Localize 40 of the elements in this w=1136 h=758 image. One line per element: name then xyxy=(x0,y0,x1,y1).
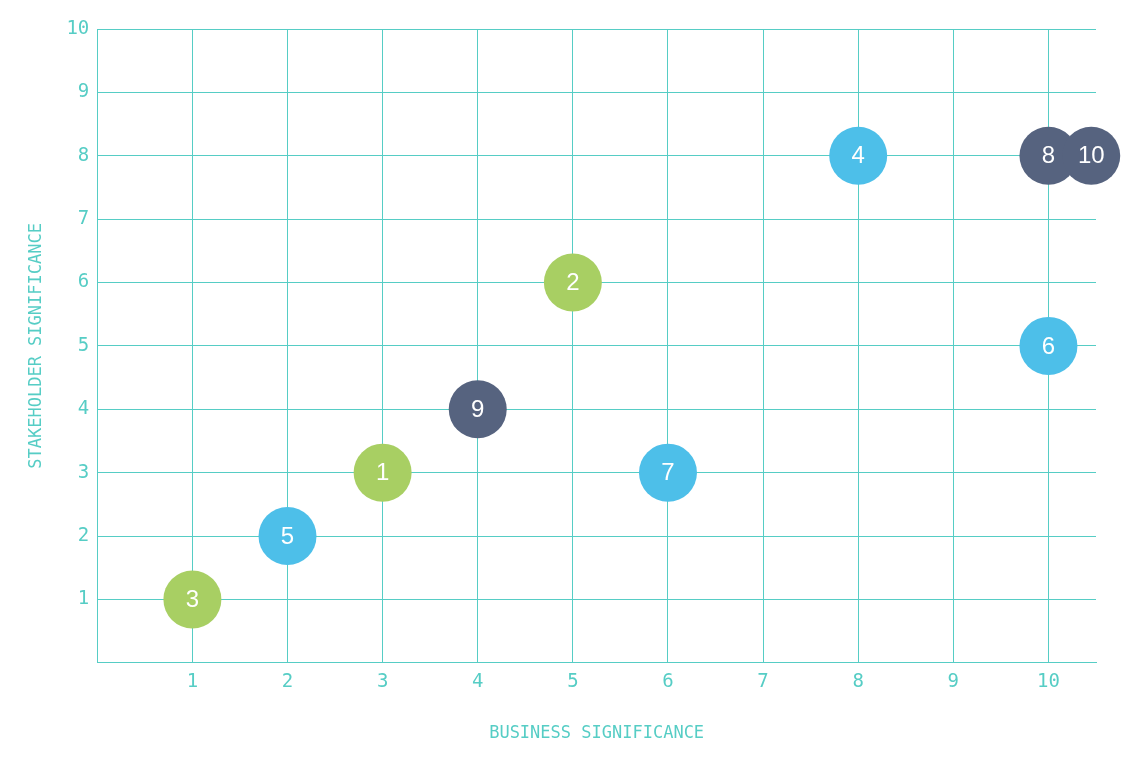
point xyxy=(353,443,412,502)
x-tick-label: 10 xyxy=(1037,669,1060,692)
x-tick-label: 6 xyxy=(662,669,674,692)
y-tick-label: 4 xyxy=(77,396,90,419)
point xyxy=(258,507,317,566)
y-axis-title: STAKEHOLDER SIGNIFICANCE xyxy=(24,223,45,469)
annotation: 7 xyxy=(661,458,675,486)
annotation: 6 xyxy=(1041,331,1056,359)
x-tick-label: 9 xyxy=(947,669,960,692)
point xyxy=(1019,316,1078,375)
y-tick-label: 10 xyxy=(66,15,90,38)
x-tick-label: 2 xyxy=(281,669,294,692)
x-tick-label: 8 xyxy=(852,669,864,692)
y-tick-label: 7 xyxy=(77,206,90,229)
y-tick-label: 9 xyxy=(77,79,90,102)
point xyxy=(448,380,507,439)
y-tick-label: 6 xyxy=(77,269,90,292)
point xyxy=(829,126,888,185)
annotation: 8 xyxy=(1041,141,1056,169)
annotation: 1 xyxy=(375,458,390,486)
y-tick-label: 5 xyxy=(77,332,90,355)
x-tick-label: 7 xyxy=(757,669,769,692)
annotation: 3 xyxy=(185,585,200,613)
annotation: 10 xyxy=(1077,141,1105,169)
y-tick-label: 1 xyxy=(77,586,90,609)
point xyxy=(638,443,697,502)
x-tick-label: 4 xyxy=(472,669,484,692)
annotation: 2 xyxy=(566,268,580,296)
x-tick-label: 1 xyxy=(186,669,199,692)
annotation: 4 xyxy=(851,141,865,169)
y-tick-label: 2 xyxy=(77,522,90,545)
annotation: 5 xyxy=(280,521,295,549)
x-axis-title: BUSINESS SIGNIFICANCE xyxy=(489,722,705,743)
y-tick-label: 8 xyxy=(77,142,90,165)
y-tick-label: 3 xyxy=(77,459,90,482)
x-tick-label: 3 xyxy=(376,669,389,692)
x-tick-label: 5 xyxy=(567,669,579,692)
annotation: 9 xyxy=(471,394,485,422)
point xyxy=(163,570,222,629)
point xyxy=(543,253,602,312)
